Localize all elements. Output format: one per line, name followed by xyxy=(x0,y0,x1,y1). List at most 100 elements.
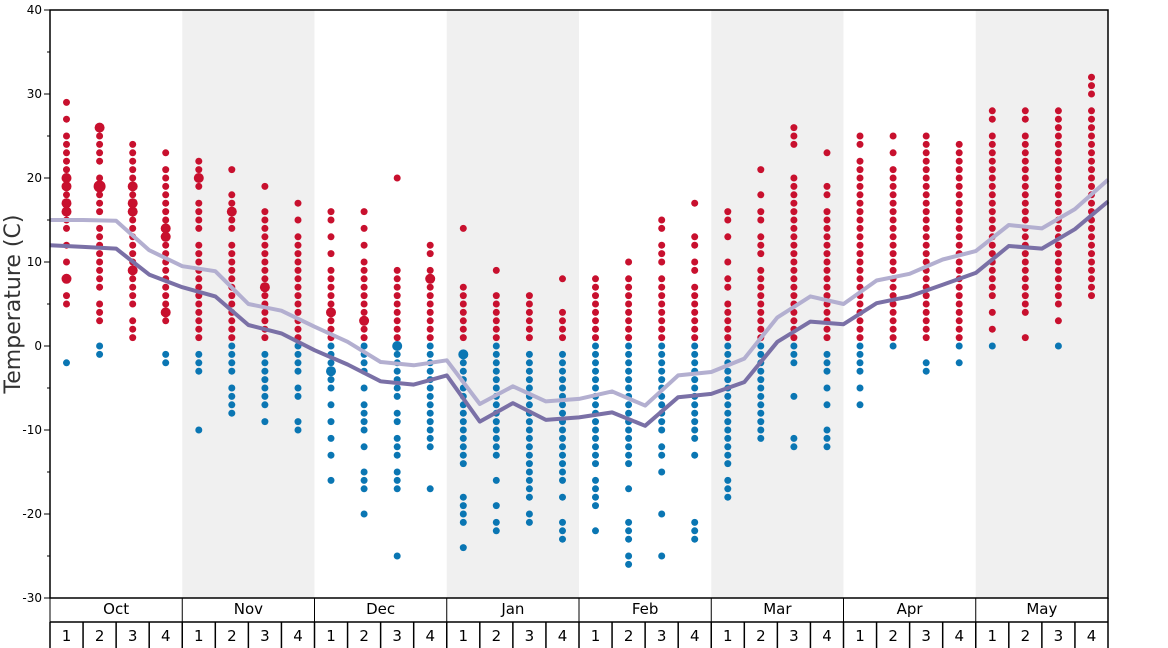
warm-dot xyxy=(63,132,70,140)
warm-dot xyxy=(129,300,137,308)
warm-dot xyxy=(228,317,236,325)
warm-dot xyxy=(724,317,732,325)
cold-dot xyxy=(492,434,500,442)
warm-dot xyxy=(823,208,831,216)
cold-dot xyxy=(459,426,467,434)
cold-dot xyxy=(724,493,732,501)
warm-dot xyxy=(724,283,732,291)
warm-dot xyxy=(823,191,831,199)
cold-dot xyxy=(559,426,566,434)
warm-dot xyxy=(129,292,137,300)
cold-dot xyxy=(757,367,765,375)
warm-dot xyxy=(426,317,434,325)
warm-dot xyxy=(129,275,137,283)
warm-dot xyxy=(261,334,269,342)
warm-dot xyxy=(1021,292,1029,300)
cold-dot xyxy=(559,493,566,501)
cold-dot xyxy=(458,349,469,360)
cold-dot xyxy=(559,359,566,367)
warm-dot xyxy=(790,199,798,207)
warm-dot xyxy=(261,250,269,258)
warm-dot xyxy=(261,275,269,283)
warm-dot xyxy=(96,224,104,232)
warm-dot xyxy=(327,283,335,291)
warm-dot xyxy=(525,300,533,308)
warm-dot xyxy=(757,275,765,283)
warm-dot xyxy=(889,292,897,300)
cold-dot xyxy=(559,460,566,468)
warm-dot xyxy=(955,266,963,274)
warm-dot xyxy=(129,241,137,249)
cold-dot xyxy=(525,350,533,358)
warm-dot xyxy=(988,208,996,216)
warm-dot xyxy=(129,140,137,148)
cold-dot xyxy=(823,401,831,409)
cold-dot xyxy=(559,476,566,484)
warm-dot xyxy=(724,275,732,283)
cold-dot xyxy=(625,342,633,350)
warm-dot xyxy=(359,315,370,326)
week-label: 2 xyxy=(492,627,502,645)
cold-dot xyxy=(393,451,401,459)
warm-dot xyxy=(922,250,930,258)
cold-dot xyxy=(360,468,368,476)
warm-dot xyxy=(360,334,368,342)
cold-dot xyxy=(228,384,236,392)
y-axis: -30 -20 -10 0 10 20 30 40 xyxy=(22,3,50,605)
cold-dot xyxy=(559,376,566,384)
cold-dot xyxy=(426,434,434,442)
cold-dot xyxy=(724,485,732,493)
warm-dot xyxy=(63,166,70,174)
warm-dot xyxy=(426,292,434,300)
warm-dot xyxy=(955,241,963,249)
warm-dot xyxy=(195,250,203,258)
warm-dot xyxy=(195,308,203,316)
cold-dot xyxy=(261,418,269,426)
cold-dot xyxy=(228,359,236,367)
warm-dot xyxy=(922,174,930,182)
cold-dot xyxy=(823,434,831,442)
cold-dot xyxy=(691,535,699,543)
warm-dot xyxy=(162,208,170,216)
warm-dot xyxy=(856,174,864,182)
cold-dot xyxy=(162,359,170,367)
warm-dot xyxy=(195,325,203,333)
warm-dot xyxy=(393,266,401,274)
cold-dot xyxy=(592,476,599,484)
warm-dot xyxy=(988,241,996,249)
warm-dot xyxy=(559,308,566,316)
warm-dot xyxy=(393,334,401,342)
warm-dot xyxy=(988,308,996,316)
warm-dot xyxy=(856,275,864,283)
cold-dot xyxy=(625,376,633,384)
warm-dot xyxy=(426,266,434,274)
warm-dot xyxy=(393,283,401,291)
cold-dot xyxy=(625,535,633,543)
warm-dot xyxy=(856,334,864,342)
cold-dot xyxy=(856,367,864,375)
warm-dot xyxy=(162,149,170,157)
warm-dot xyxy=(955,208,963,216)
warm-dot xyxy=(691,241,699,249)
warm-dot xyxy=(691,292,699,300)
warm-dot xyxy=(691,258,699,266)
cold-dot xyxy=(228,401,236,409)
cold-dot xyxy=(823,367,831,375)
warm-dot xyxy=(162,266,170,274)
warm-dot xyxy=(426,300,434,308)
cold-dot xyxy=(459,359,467,367)
cold-dot xyxy=(525,434,533,442)
cold-dot xyxy=(625,527,633,535)
warm-dot xyxy=(691,266,699,274)
cold-dot xyxy=(658,342,666,350)
cold-dot xyxy=(426,342,434,350)
warm-dot xyxy=(592,317,599,325)
cold-dot xyxy=(658,443,666,451)
cold-dot xyxy=(393,552,401,560)
warm-dot xyxy=(889,317,897,325)
warm-dot xyxy=(658,317,666,325)
warm-dot xyxy=(955,334,963,342)
warm-dot xyxy=(790,275,798,283)
warm-dot xyxy=(757,241,765,249)
cold-dot xyxy=(393,418,401,426)
